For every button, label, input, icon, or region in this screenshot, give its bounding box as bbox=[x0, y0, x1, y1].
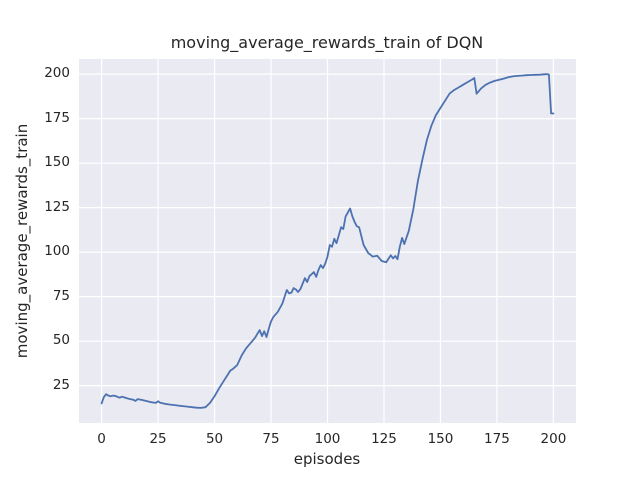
y-tick-label: 50 bbox=[52, 332, 70, 349]
y-tick-label: 150 bbox=[44, 154, 70, 171]
x-tick-label: 0 bbox=[97, 431, 106, 447]
x-tick-label: 50 bbox=[205, 431, 224, 447]
y-tick-label: 75 bbox=[52, 287, 70, 304]
y-tick-label: 175 bbox=[44, 109, 70, 126]
x-tick-label: 150 bbox=[427, 431, 454, 447]
x-tick-label: 200 bbox=[540, 431, 567, 447]
x-tick-label: 175 bbox=[484, 431, 510, 447]
data-line-dqn bbox=[100, 73, 555, 409]
y-tick-label: 200 bbox=[44, 65, 70, 82]
x-tick-label: 125 bbox=[371, 431, 397, 447]
x-axis-label: episodes bbox=[293, 450, 361, 468]
y-tick-label: 125 bbox=[44, 198, 70, 215]
y-tick-label: 25 bbox=[52, 376, 70, 393]
y-tick-label: 100 bbox=[44, 243, 70, 260]
x-tick-label: 75 bbox=[262, 431, 280, 447]
chart-title: moving_average_rewards_train of DQN bbox=[170, 33, 484, 52]
x-tick-label: 100 bbox=[314, 431, 341, 447]
x-tick-label: 25 bbox=[149, 431, 167, 447]
